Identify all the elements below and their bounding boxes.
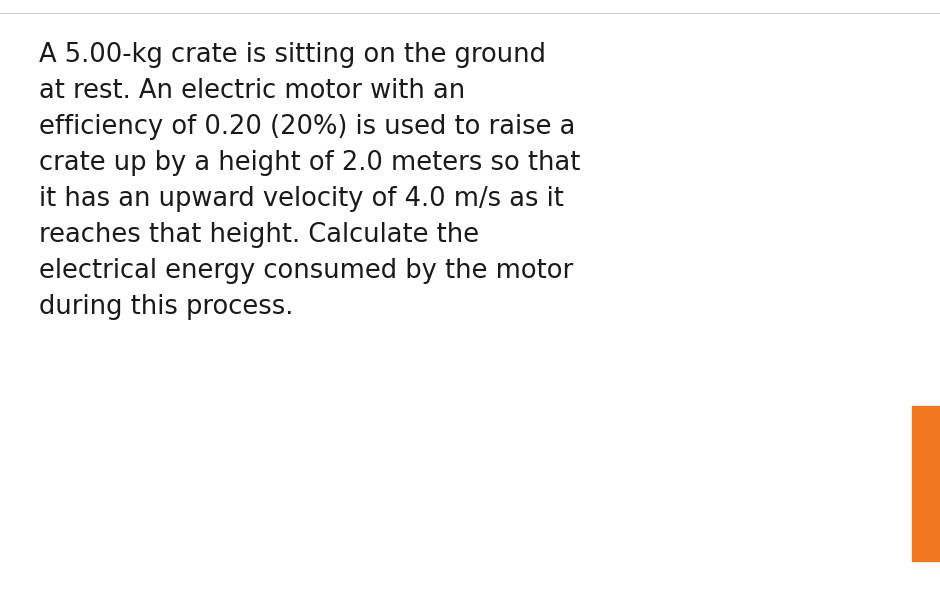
Bar <box>912 406 940 561</box>
Text: A 5.00-kg crate is sitting on the ground
at rest. An electric motor with an
effi: A 5.00-kg crate is sitting on the ground… <box>39 42 581 320</box>
